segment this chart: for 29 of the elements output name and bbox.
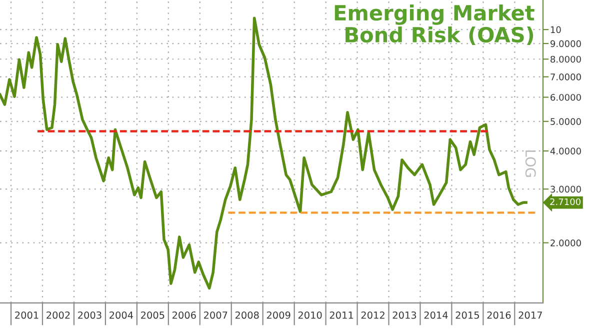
x-tick-label: 2008 <box>235 311 259 319</box>
y-tick-label: 8.0000 <box>550 56 581 63</box>
y-tick-label: 9.0000 <box>550 40 581 48</box>
x-tick-label: 2016 <box>487 311 511 319</box>
x-tick-label: 2010 <box>298 311 322 319</box>
text: Emerging Market Bond Risk (OAS) <box>334 4 534 46</box>
annotation: LOG <box>525 150 536 177</box>
x-tick-label: 2006 <box>172 311 196 319</box>
y-tick-label: 2.0000 <box>550 240 581 246</box>
x-tick-label: 2005 <box>141 311 164 319</box>
x-tick-label: 2004 <box>110 311 134 319</box>
x-tick-label: 2017 <box>518 311 542 319</box>
y-tick-label: 5.0000 <box>550 118 581 125</box>
y-tick-label: 4.0000 <box>550 148 581 155</box>
x-tick-label: 2009 <box>266 311 290 319</box>
x-tick-label: 2012 <box>361 311 384 319</box>
x-tick-label: 2011 <box>330 311 354 319</box>
x-tick-label: 2014 <box>424 311 448 319</box>
x-tick-label: 2003 <box>78 311 102 319</box>
x-tick-label: 2002 <box>46 311 70 319</box>
y-tick-label: 10 <box>550 26 561 34</box>
text: 2.7100 <box>550 198 581 206</box>
y-tick-label: 3.0000 <box>550 186 581 193</box>
x-tick-label: 2007 <box>204 311 228 319</box>
x-tick-label: 2001 <box>15 311 38 319</box>
y-tick-label: 6.0000 <box>550 94 581 101</box>
x-tick-label: 2015 <box>456 311 479 319</box>
y-tick-label: 7.0000 <box>550 74 581 80</box>
x-tick-label: 2013 <box>392 311 416 319</box>
